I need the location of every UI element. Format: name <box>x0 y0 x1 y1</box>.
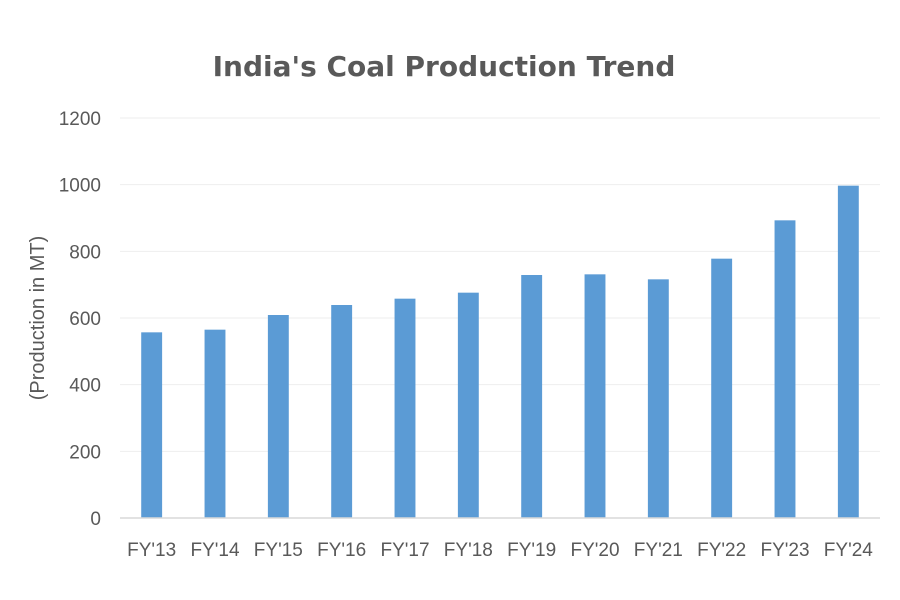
bar <box>711 258 733 518</box>
chart-title: India's Coal Production Trend <box>213 50 676 83</box>
y-tick-label: 400 <box>69 376 101 397</box>
y-axis-ticks: 0 200 400 600 800 1000 1200 <box>59 109 101 530</box>
bar <box>837 185 859 518</box>
x-tick-label: FY'22 <box>697 540 746 561</box>
x-tick-label: FY'15 <box>254 540 303 561</box>
bar <box>584 274 606 518</box>
x-tick-label: FY'14 <box>190 540 239 561</box>
bar <box>774 220 796 519</box>
x-axis-ticks: FY'13 FY'14 FY'15 FY'16 FY'17 FY'18 FY'19 FY'20… <box>127 540 873 561</box>
bars <box>141 185 859 519</box>
y-tick-label: 1000 <box>59 176 101 197</box>
x-tick-label: FY'13 <box>127 540 176 561</box>
bar <box>457 292 479 518</box>
bar <box>204 329 226 518</box>
y-axis-title: (Production in MT) <box>27 236 49 401</box>
bar <box>331 305 353 518</box>
bar <box>521 275 543 518</box>
x-tick-label: FY'16 <box>317 540 366 561</box>
bar <box>267 315 289 518</box>
y-tick-label: 1200 <box>59 109 101 130</box>
x-tick-label: FY'20 <box>570 540 619 561</box>
x-tick-label: FY'24 <box>824 540 873 561</box>
y-tick-label: 0 <box>90 509 101 530</box>
x-tick-label: FY'23 <box>760 540 809 561</box>
x-tick-label: FY'17 <box>380 540 429 561</box>
y-tick-label: 600 <box>69 309 101 330</box>
x-tick-label: FY'21 <box>634 540 683 561</box>
bar <box>647 279 669 518</box>
bar <box>394 298 416 518</box>
x-tick-label: FY'19 <box>507 540 556 561</box>
y-tick-label: 200 <box>69 442 101 463</box>
gridlines <box>120 117 880 452</box>
bar <box>141 332 163 518</box>
x-tick-label: FY'18 <box>444 540 493 561</box>
y-tick-label: 800 <box>69 242 101 263</box>
